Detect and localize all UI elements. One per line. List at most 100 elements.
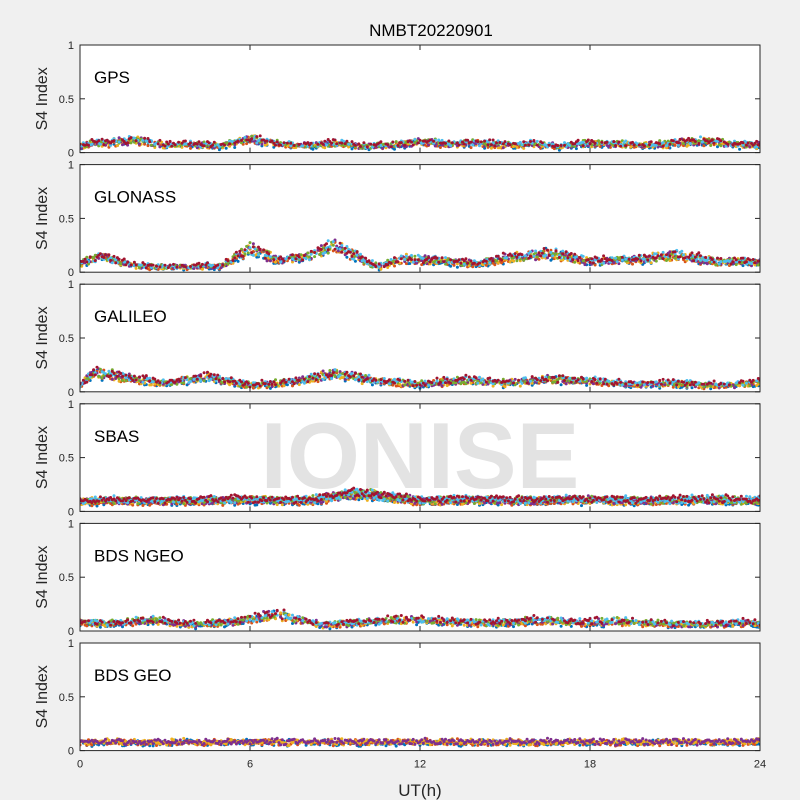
data-point (168, 139, 172, 143)
data-point (683, 256, 687, 260)
data-point (265, 139, 269, 143)
data-point (124, 263, 128, 267)
data-point (471, 265, 475, 269)
panel-label: GLONASS (94, 188, 176, 207)
data-point (491, 138, 495, 142)
data-point (250, 137, 254, 141)
data-point (717, 386, 721, 390)
data-point (245, 385, 249, 389)
data-point (632, 143, 636, 147)
data-point (319, 248, 323, 251)
data-point (148, 140, 152, 144)
data-point (297, 255, 301, 259)
data-point (591, 382, 595, 386)
data-point (379, 140, 383, 144)
data-point (661, 141, 665, 145)
data-point (104, 253, 107, 257)
data-point (338, 241, 342, 245)
data-point (751, 258, 755, 261)
data-point (462, 262, 466, 266)
data-point (466, 138, 470, 142)
data-point (741, 143, 745, 147)
data-point (236, 259, 240, 263)
data-points (80, 238, 760, 272)
data-point (138, 266, 141, 270)
data-point (646, 258, 650, 262)
data-point (189, 141, 192, 145)
data-point (699, 254, 702, 258)
data-point (172, 262, 175, 266)
data-point (240, 141, 243, 145)
data-point (272, 145, 276, 149)
data-point (313, 251, 317, 254)
data-point (280, 257, 284, 261)
data-point (495, 141, 498, 145)
data-point (362, 141, 366, 145)
data-point (297, 143, 301, 146)
data-point (561, 252, 565, 256)
data-point (117, 257, 121, 261)
data-point (306, 251, 310, 255)
data-point (245, 244, 249, 248)
data-point (522, 146, 526, 150)
data-point (204, 142, 208, 146)
data-point (642, 144, 646, 148)
data-point (619, 144, 623, 148)
data-point (741, 141, 745, 145)
data-point (399, 254, 403, 258)
data-point (352, 252, 356, 256)
data-point (343, 142, 347, 146)
data-point (102, 256, 106, 259)
data-point (355, 253, 359, 257)
data-point (410, 253, 413, 257)
data-point (275, 140, 279, 144)
data-point (559, 383, 563, 387)
data-point (705, 262, 709, 266)
data-point (223, 143, 226, 147)
data-point (668, 254, 672, 258)
data-point (755, 145, 759, 149)
plot-area (80, 45, 760, 153)
data-point (126, 260, 130, 264)
data-point (309, 252, 313, 256)
data-point (117, 377, 121, 381)
data-point (469, 259, 473, 263)
data-point (124, 379, 128, 383)
data-point (265, 259, 269, 263)
data-point (251, 253, 255, 257)
data-point (301, 375, 305, 379)
data-point (668, 250, 672, 254)
data-point (476, 140, 480, 144)
data-point (166, 142, 170, 146)
data-point (479, 381, 483, 385)
data-point (114, 377, 118, 380)
data-point (610, 259, 614, 262)
data-point (467, 264, 471, 268)
y-tick-label: 1 (68, 40, 74, 52)
data-point (563, 141, 566, 145)
y-tick-label: 0.5 (59, 94, 74, 106)
data-point (602, 261, 606, 265)
data-point (678, 255, 682, 259)
panel-label: GPS (94, 68, 130, 87)
data-point (121, 379, 124, 382)
data-point (688, 142, 692, 145)
data-point (620, 255, 624, 259)
data-point (659, 253, 663, 257)
data-point (183, 139, 187, 143)
data-point (709, 387, 713, 391)
data-point (466, 261, 470, 265)
data-point (245, 142, 249, 146)
data-point (440, 384, 444, 388)
data-point (449, 258, 453, 262)
data-point (544, 253, 548, 257)
data-point (391, 140, 395, 144)
data-point (554, 252, 558, 256)
data-point (455, 265, 459, 269)
data-point (328, 369, 332, 372)
data-point (311, 147, 315, 151)
data-point (748, 145, 752, 149)
data-point (750, 264, 753, 268)
data-point (714, 263, 718, 267)
data-point (331, 240, 335, 244)
